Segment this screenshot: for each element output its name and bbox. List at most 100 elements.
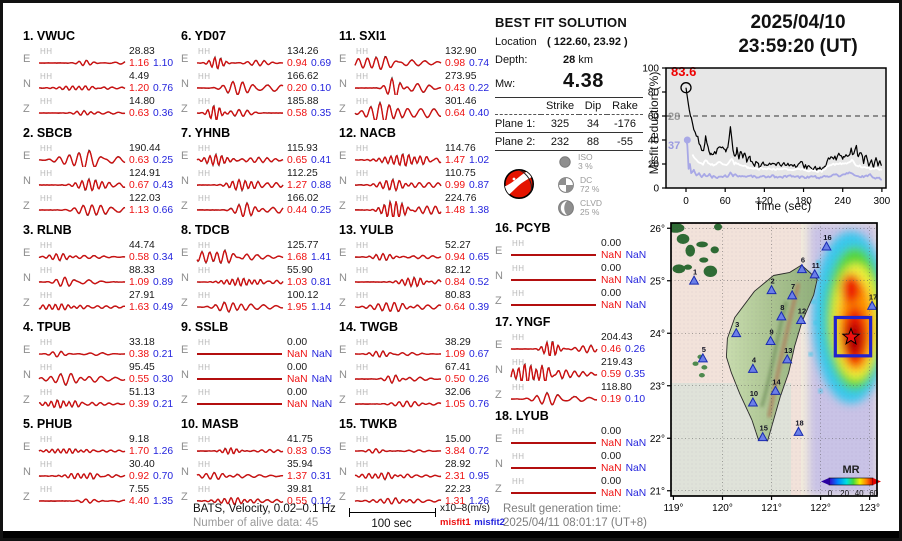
misfit1-value: 0.46 (601, 343, 622, 355)
trace-values: 0.00 NaN NaN (601, 238, 649, 261)
waveform-column-1: 1. VWUC E HH 28.83 1.16 1.10 N HH 4.49 1.20 0.76 Z H… (23, 29, 175, 509)
map-lat-tick: 23° (650, 381, 665, 392)
channel-label: HH (198, 169, 211, 178)
misfit2-value: 0.39 (469, 301, 490, 313)
component-label: E (181, 247, 189, 259)
misfit2-value: NaN (311, 348, 333, 360)
trace-row-z: Z HH 14.80 0.63 0.36 (23, 96, 175, 120)
trace-values: 27.91 1.63 0.49 (129, 290, 177, 313)
misfit2-value: 1.14 (311, 301, 332, 313)
channel-label: HH (40, 241, 53, 250)
component-label: Z (181, 394, 188, 406)
chart-x-axis-label: Time (sec) (754, 199, 812, 213)
component-label: Z (339, 200, 346, 212)
component-label: Z (495, 389, 502, 401)
waveform-trace (354, 374, 442, 385)
svg-text:20: 20 (648, 160, 660, 171)
component-label: Z (339, 297, 346, 309)
waveform-column-4: 16. PCYB E HH 0.00 NaN NaN N HH 0.00 NaN NaN Z HH 0.0… (495, 29, 647, 509)
waveform-trace (354, 471, 442, 481)
station-block-vwuc: 1. VWUC E HH 28.83 1.16 1.10 N HH 4.49 1.20 0.76 Z H… (23, 29, 175, 126)
misfit2-value: 0.76 (153, 82, 174, 94)
component-label: E (181, 53, 189, 65)
trace-values: 33.18 0.38 0.21 (129, 337, 177, 360)
plane2-rake: -55 (607, 132, 643, 151)
waveform-trace (196, 446, 284, 455)
channel-label: HH (512, 477, 525, 486)
component-label: Z (23, 103, 30, 115)
misfit2-value: 0.40 (469, 107, 490, 119)
trace-values: 82.12 0.84 0.52 (445, 265, 493, 288)
colorbar-tick: 20 (840, 489, 849, 498)
station-marker-18 (793, 426, 804, 436)
trace-row-n: N HH 0.00 NaN NaN (495, 451, 647, 475)
trace-row-n: N HH 28.92 2.31 0.95 (339, 459, 491, 483)
misfit1-value: 0.84 (445, 276, 466, 288)
peak-amplitude: 82.12 (445, 265, 471, 276)
channel-label: HH (40, 388, 53, 397)
peak-amplitude: 0.00 (601, 238, 622, 249)
trace-values: 112.25 1.27 0.88 (287, 168, 335, 191)
channel-label: HH (198, 144, 211, 153)
map-lon-tick: 119° (663, 503, 683, 514)
station-marker-label: 10 (750, 389, 758, 398)
waveform-trace (196, 496, 284, 505)
trace-values: 0.00 NaN NaN (287, 387, 335, 410)
station-marker-13 (781, 353, 793, 364)
misfit1-value: 0.99 (445, 179, 466, 191)
map-lon-tick: 121° (761, 503, 782, 514)
waveform-trace (197, 378, 282, 380)
svg-text:180: 180 (795, 196, 812, 207)
svg-text:60: 60 (648, 112, 660, 123)
waveform-trace (196, 471, 284, 480)
peak-amplitude: 32.06 (445, 387, 471, 398)
component-label: E (495, 245, 503, 257)
waveform-trace (38, 149, 126, 167)
peak-amplitude: 132.90 (445, 46, 477, 57)
misfit1-value: 0.94 (287, 57, 308, 69)
peak-amplitude: 0.00 (601, 426, 622, 437)
trace-values: 301.46 0.64 0.40 (445, 96, 493, 119)
dc-ball-icon (558, 177, 574, 193)
channel-label: HH (40, 485, 53, 494)
station-marker-1 (688, 275, 700, 285)
station-marker-16 (821, 240, 832, 251)
peak-amplitude: 22.23 (445, 484, 471, 495)
mw-value: 4.38 (563, 70, 604, 92)
trace-row-e: E HH 9.18 1.70 1.26 (23, 434, 175, 458)
component-label: E (23, 441, 31, 453)
channel-label: HH (198, 460, 211, 469)
iso-name: ISO (578, 152, 593, 162)
channel-label: HH (198, 194, 211, 203)
trace-values: 0.00 NaN NaN (601, 451, 649, 474)
peak-amplitude: 166.62 (287, 71, 319, 82)
channel-label: HH (40, 460, 53, 469)
misfit2-value: NaN (625, 462, 647, 474)
waveform-trace (38, 276, 126, 288)
peak-amplitude: 110.75 (445, 168, 476, 179)
misfit1-value: 1.03 (287, 276, 308, 288)
misfit1-value: 1.05 (445, 398, 466, 410)
peak-amplitude: 0.00 (601, 451, 622, 462)
station-marker-label: 2 (770, 277, 774, 286)
misfit2-value: 0.31 (311, 470, 332, 482)
station-marker-label: 4 (752, 355, 757, 364)
trace-values: 67.41 0.50 0.26 (445, 362, 493, 385)
misfit1-value: 0.67 (129, 179, 150, 191)
channel-label: HH (40, 72, 53, 81)
plane2-dip: 88 (579, 132, 607, 151)
misfit2-value: 0.43 (153, 179, 174, 191)
station-block-sxi1: 11. SXI1 E HH 132.90 0.98 0.74 N HH 273.95 0.43 0.… (339, 29, 491, 126)
misfit1-value: 1.16 (129, 57, 150, 69)
misfit2-value: 1.26 (153, 445, 174, 457)
trace-row-z: Z HH 118.80 0.19 0.10 (495, 382, 647, 406)
list-item: ISO 3 % (557, 151, 647, 173)
component-label: N (181, 369, 189, 381)
trace-values: 124.91 0.67 0.43 (129, 168, 177, 191)
peak-amplitude: 0.00 (601, 476, 622, 487)
station-header: 5. PHUB (23, 417, 73, 431)
station-block-yhnb: 7. YHNB E HH 115.93 0.65 0.41 N HH 112.25 1.27 0.8… (181, 126, 333, 223)
station-marker-label: 11 (812, 261, 820, 270)
event-time: 23:59:20 (UT) (738, 36, 858, 57)
